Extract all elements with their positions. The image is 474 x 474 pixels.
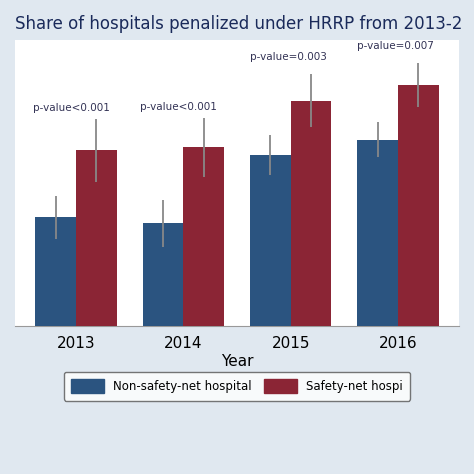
Bar [143,223,183,326]
Text: Share of hospitals penalized under HRRP from 2013-2: Share of hospitals penalized under HRRP … [15,15,462,33]
Text: p-value=0.007: p-value=0.007 [357,41,434,51]
Bar [183,147,224,326]
Bar [35,217,76,326]
Bar [76,150,117,326]
Bar [291,100,331,326]
Text: p-value<0.001: p-value<0.001 [33,103,110,113]
Bar [398,85,439,326]
X-axis label: Year: Year [221,354,253,368]
Bar [357,139,398,326]
Text: p-value<0.001: p-value<0.001 [140,101,218,111]
Legend: Non-safety-net hospital, Safety-net hospi: Non-safety-net hospital, Safety-net hosp… [64,372,410,401]
Bar [250,155,291,326]
Text: p-value=0.003: p-value=0.003 [250,52,327,62]
